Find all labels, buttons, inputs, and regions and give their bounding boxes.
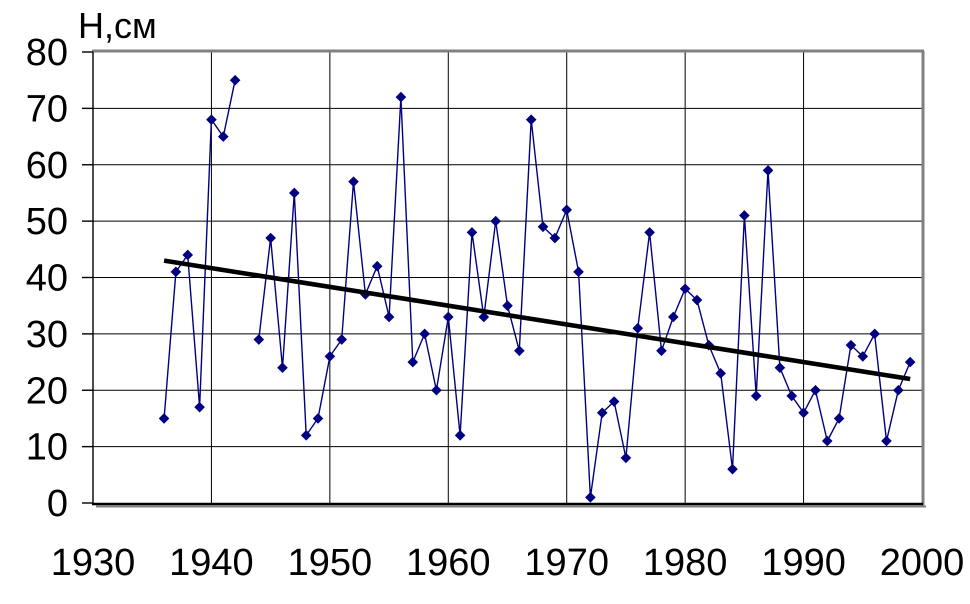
- x-tick-label-1960: 1960: [406, 542, 491, 584]
- snow-depth-by-year-marker-1963: [478, 311, 490, 323]
- snow-depth-by-year-marker-1955: [383, 311, 395, 323]
- snow-depth-by-year-marker-1985: [739, 210, 750, 221]
- axis-tick-labels: 1930 1940 1950 1960 1970 1980 1990 2000 0 10 20 30 4…: [26, 32, 965, 584]
- snow-depth-by-year-marker-1991: [810, 384, 821, 396]
- snow-depth-by-year-marker-1966: [514, 345, 525, 357]
- snow-depth-by-year-marker-1964: [490, 215, 501, 227]
- snow-depth-by-year-marker-1967: [525, 114, 537, 125]
- snow-depth-by-year-marker-1983: [715, 368, 726, 379]
- snow-depth-by-year-marker-1945: [265, 232, 276, 244]
- y-axis-title: Н,см: [78, 5, 157, 46]
- snow-depth-by-year-marker-1936: [158, 413, 170, 424]
- snow-depth-by-year-line-segment-2: [258, 96, 911, 499]
- snow-depth-by-year-marker-1946: [277, 362, 288, 374]
- snow-depth-by-year-marker-1939: [194, 401, 205, 413]
- plot-border: [92, 49, 926, 508]
- y-tick-label-20: 20: [26, 370, 68, 412]
- snow-depth-by-year-marker-1965: [502, 300, 513, 311]
- y-tick-label-50: 50: [26, 201, 68, 243]
- snow-depth-by-year-marker-1993: [833, 413, 845, 424]
- snow-depth-by-year-marker-1999: [904, 356, 916, 368]
- x-tick-label-1990: 1990: [761, 542, 846, 584]
- snow-depth-by-year-marker-1937: [170, 266, 182, 278]
- snow-depth-by-year-marker-1995: [857, 351, 869, 362]
- y-tick-label-40: 40: [26, 258, 68, 300]
- snow-depth-by-year-marker-1984: [727, 463, 738, 475]
- snow-depth-by-year-marker-1978: [656, 345, 667, 357]
- snow-depth-by-year-marker-1996: [869, 328, 880, 340]
- x-tick-label-1940: 1940: [169, 542, 254, 584]
- snow-depth-by-year-marker-1940: [206, 114, 217, 125]
- snow-depth-by-year-marker-1948: [300, 430, 312, 441]
- snow-depth-by-year-marker-1959: [431, 384, 442, 396]
- snow-depth-by-year-marker-1949: [312, 413, 324, 424]
- snow-depth-by-year-marker-1957: [407, 356, 419, 368]
- y-tick-label-80: 80: [26, 32, 68, 74]
- snow-depth-by-year-marker-1987: [762, 165, 774, 176]
- snow-depth-by-year-marker-1970: [561, 204, 573, 216]
- snow-depth-by-year-marker-1992: [821, 435, 833, 447]
- snow-depth-by-year-marker-1956: [395, 91, 407, 103]
- snow-depth-by-year-marker-1962: [466, 227, 478, 238]
- y-tick-label-0: 0: [47, 483, 68, 525]
- snow-depth-by-year-marker-1938: [182, 249, 194, 261]
- snow-depth-by-year-marker-1994: [845, 339, 857, 351]
- snow-depth-by-year-marker-1990: [798, 407, 809, 419]
- snow-depth-by-year-marker-1941: [217, 131, 229, 142]
- axis-tick-marks: [82, 51, 93, 504]
- snow-depth-by-year-marker-1969: [549, 232, 561, 244]
- snow-depth-by-year-marker-1971: [573, 266, 584, 278]
- snow-depth-by-year-marker-1979: [667, 311, 679, 323]
- trend-line-layer: [163, 258, 911, 382]
- y-tick-label-10: 10: [26, 427, 68, 469]
- snow-depth-by-year-marker-1968: [537, 221, 549, 233]
- snow-depth-by-year-marker-1981: [691, 294, 703, 306]
- y-tick-label-70: 70: [26, 88, 68, 130]
- snow-depth-by-year-marker-1944: [253, 334, 265, 345]
- snow-depth-by-year-marker-1973: [596, 407, 608, 419]
- x-tick-label-1970: 1970: [524, 542, 609, 584]
- y-tick-label-30: 30: [26, 314, 68, 356]
- snow-depth-by-year-marker-1977: [644, 227, 655, 238]
- snow-depth-by-year-marker-1998: [893, 384, 904, 396]
- data-series: [158, 74, 916, 503]
- snow-depth-by-year-marker-1952: [348, 176, 359, 187]
- snow-depth-by-year-marker-1997: [881, 435, 892, 447]
- snow-depth-by-year-marker-1975: [620, 452, 632, 464]
- snow-depth-by-year-marker-1986: [750, 390, 762, 402]
- snow-depth-by-year-marker-1961: [454, 430, 466, 441]
- snow-depth-by-year-marker-1988: [774, 362, 786, 374]
- linear-trend-line: [163, 258, 911, 382]
- snow-depth-by-year-marker-1947: [289, 187, 300, 199]
- x-tick-label-1930: 1930: [51, 542, 136, 584]
- snow-depth-by-year-marker-1989: [786, 390, 798, 402]
- snow-depth-by-year-line-segment-1: [163, 80, 236, 419]
- gridlines: [93, 52, 922, 503]
- x-tick-label-2000: 2000: [880, 542, 965, 584]
- snow-depth-by-year-marker-1942: [229, 74, 241, 86]
- x-tick-label-1980: 1980: [643, 542, 728, 584]
- snow-depth-by-year-marker-1980: [679, 283, 691, 295]
- snow-depth-by-year-marker-1972: [585, 492, 596, 503]
- snow-depth-by-year-marker-1960: [442, 311, 454, 323]
- snow-depth-by-year-marker-1976: [632, 322, 644, 334]
- snow-depth-by-year-marker-1954: [371, 260, 383, 272]
- snow-depth-by-year-marker-1951: [336, 334, 348, 345]
- x-tick-label-1950: 1950: [288, 542, 373, 584]
- y-tick-label-60: 60: [26, 145, 68, 187]
- snow-depth-by-year-marker-1974: [608, 396, 620, 407]
- snow-depth-by-year-marker-1958: [419, 328, 430, 340]
- snow-depth-by-year-marker-1950: [324, 351, 336, 362]
